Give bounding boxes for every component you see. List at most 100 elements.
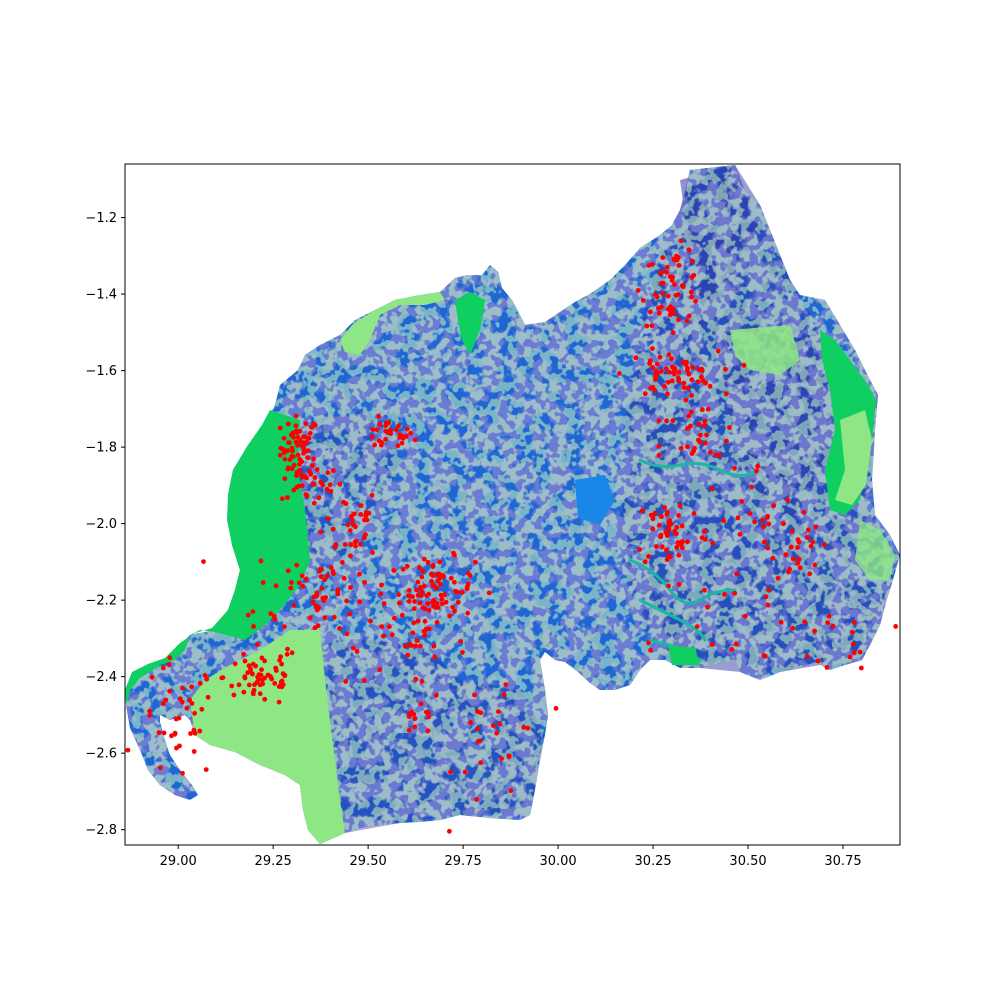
sample-point [311,421,317,427]
sample-point [671,371,677,377]
sample-point [177,743,182,749]
sample-point [251,691,256,697]
sample-point [327,482,333,488]
sample-points [125,238,899,834]
sample-point [734,641,739,647]
sample-point [413,676,419,682]
sample-point [310,463,315,468]
sample-point [406,588,412,593]
sample-point [279,496,285,502]
sample-point [676,378,681,384]
forest-southeast-patch [668,645,700,665]
x-tick-label: 29.75 [445,854,482,869]
sample-point [667,369,672,375]
sample-point [397,600,402,606]
sample-point [685,539,690,545]
sample-point [268,611,274,617]
sample-point [656,418,662,423]
sample-point [304,439,309,445]
sample-point [684,318,690,324]
sample-point [478,760,484,765]
sample-point [353,524,358,530]
sample-point [187,697,193,703]
sample-point [666,553,672,559]
sample-point [804,654,810,659]
sample-point [452,552,457,558]
sample-point [273,583,279,589]
sample-point [192,730,198,736]
sample-point [447,828,452,834]
sample-point [370,550,375,555]
sample-point [686,313,692,319]
sample-point [202,672,208,678]
sample-point [282,624,287,629]
sample-point [440,573,446,578]
sample-point [408,430,414,436]
sample-point [430,564,436,569]
sample-point [337,626,342,631]
sample-point [425,559,431,565]
sample-point [723,391,729,397]
sample-point [417,643,423,649]
sample-point [381,633,386,639]
sample-point [229,683,235,689]
sample-point [316,605,322,611]
sample-point [282,476,288,481]
sample-point [657,354,663,360]
sample-point [242,658,248,664]
sample-point [732,465,737,471]
sample-point [690,258,695,264]
sample-point [688,289,694,295]
sample-point [426,591,432,597]
sample-point [664,547,669,553]
sample-point [675,292,681,297]
sample-point [246,682,252,688]
sample-point [805,535,811,540]
sample-point [305,455,310,460]
sample-point [422,618,428,624]
sample-point [702,587,707,593]
sample-point [332,544,338,550]
sample-point [665,391,670,397]
sample-point [689,393,694,398]
sample-point [362,580,367,585]
sample-point [766,521,772,527]
sample-point [157,765,163,771]
sample-point [425,728,431,734]
sample-point [335,587,341,593]
sample-point [698,432,703,438]
sample-point [252,682,257,688]
sample-point [765,513,770,519]
y-tick-label: −2.2 [85,594,117,609]
sample-point [858,665,864,671]
sample-point [322,615,328,621]
sample-point [808,543,814,549]
sample-point [425,601,431,606]
sample-point [349,517,355,523]
sample-point [553,706,559,711]
sample-point [452,608,457,614]
sample-point [293,439,299,445]
sample-point [379,442,384,448]
sample-point [703,380,708,386]
sample-point [742,613,748,619]
sample-point [702,529,707,534]
light-green-east-2 [730,325,800,375]
sample-point [699,368,705,373]
sample-point [685,426,690,431]
sample-point [690,364,695,370]
sample-point [376,414,382,419]
sample-point [688,409,694,415]
sample-point [205,694,211,700]
sample-point [324,486,330,492]
sample-point [503,682,509,687]
sample-point [656,452,662,458]
sample-point [378,591,384,597]
sample-point [364,517,370,523]
sample-point [312,625,318,631]
sample-point [741,362,747,368]
sample-point [358,503,364,508]
sample-point [670,330,676,336]
sample-point [459,590,465,595]
sample-point [496,709,501,714]
